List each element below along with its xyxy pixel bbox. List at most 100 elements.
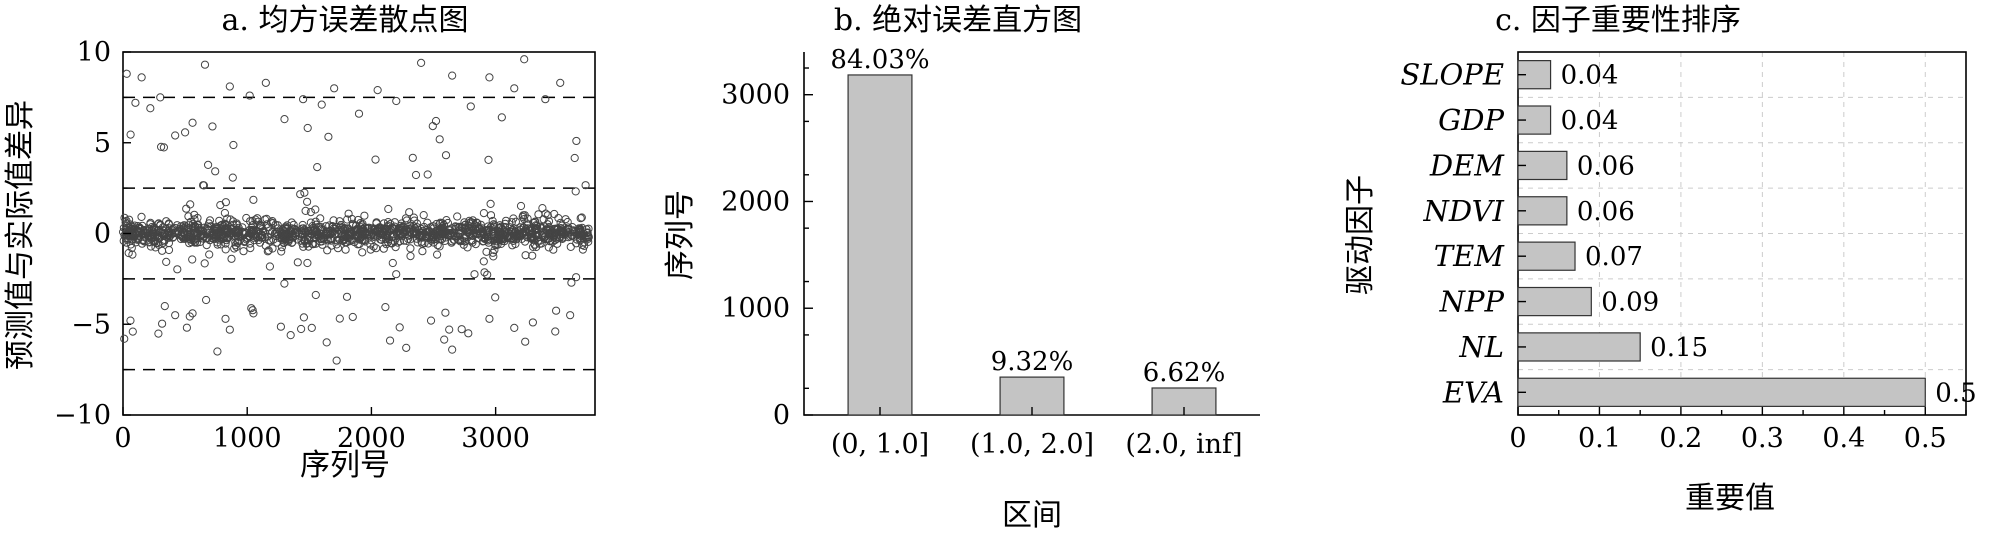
- data-point: [277, 231, 286, 240]
- data-point: [534, 210, 543, 219]
- data-point: [330, 84, 339, 93]
- data-point: [578, 245, 588, 254]
- factor-label: NPP: [1439, 285, 1505, 319]
- data-point: [171, 131, 180, 140]
- data-point: [419, 211, 428, 220]
- data-point: [509, 232, 518, 241]
- data-point: [553, 234, 562, 243]
- panel-b-bar: b. 绝对误差直方图 0 1000 2000 3000 84.03% (0, 1.0] 9…: [663, 3, 1260, 533]
- data-point: [197, 231, 206, 241]
- data-point: [558, 226, 567, 235]
- data-point: [397, 223, 406, 232]
- data-point: [572, 136, 581, 146]
- data-point: [492, 235, 501, 244]
- data-point: [514, 231, 523, 240]
- data-point: [544, 217, 554, 226]
- data-point: [303, 258, 312, 268]
- data-point: [485, 314, 494, 323]
- data-point: [571, 187, 580, 196]
- data-point: [411, 170, 421, 180]
- data-point: [360, 211, 369, 220]
- data-point: [146, 104, 155, 113]
- data-point: [213, 347, 222, 356]
- data-point: [529, 233, 539, 242]
- data-point: [176, 234, 186, 244]
- panel-b-title: b. 绝对误差直方图: [834, 3, 1082, 38]
- data-point: [288, 233, 297, 242]
- data-point: [572, 273, 581, 282]
- data-point: [428, 232, 438, 242]
- data-point: [488, 216, 497, 226]
- data-point: [263, 247, 272, 256]
- data-point: [264, 236, 274, 245]
- data-point: [213, 229, 222, 238]
- data-point: [317, 100, 326, 109]
- data-point: [138, 229, 147, 238]
- data-point: [290, 228, 300, 237]
- panel-a-title: a. 均方误差散点图: [222, 3, 469, 38]
- data-point: [335, 314, 344, 323]
- data-point: [268, 244, 277, 253]
- data-point: [308, 239, 317, 249]
- data-point: [311, 205, 320, 214]
- data-point: [375, 231, 384, 240]
- bar-value-label: 0.06: [1577, 197, 1635, 227]
- data-point: [154, 231, 163, 240]
- data-point: [479, 228, 488, 237]
- data-point: [489, 252, 498, 261]
- data-point: [287, 218, 296, 227]
- bar-value-label: 0.09: [1601, 288, 1659, 318]
- data-point: [354, 109, 364, 118]
- data-point: [370, 224, 379, 233]
- bar-value-label: 0.06: [1577, 151, 1635, 181]
- data-point: [343, 215, 352, 224]
- data-point: [532, 242, 541, 252]
- data-point: [329, 228, 338, 237]
- data-point: [200, 259, 209, 268]
- y-tick-label: 5: [94, 128, 111, 159]
- data-point: [299, 313, 308, 322]
- factor-label: NDVI: [1422, 194, 1504, 228]
- data-point: [157, 142, 166, 151]
- data-point: [332, 240, 341, 249]
- data-point: [253, 214, 262, 223]
- factor-label: NL: [1458, 330, 1504, 364]
- data-point: [146, 242, 155, 251]
- data-point: [223, 234, 232, 243]
- y-tick-label: 0: [773, 400, 790, 431]
- data-point: [171, 311, 180, 320]
- x-tick-label: 0.1: [1578, 423, 1621, 454]
- data-point: [371, 155, 380, 164]
- data-point: [342, 292, 352, 301]
- data-point: [323, 246, 332, 255]
- data-point: [182, 204, 191, 213]
- data-point: [122, 69, 131, 78]
- data-point: [483, 270, 492, 279]
- panel-c-x-label: 重要值: [1685, 481, 1775, 516]
- data-point: [131, 98, 140, 107]
- data-point: [283, 221, 292, 230]
- data-point: [208, 122, 217, 131]
- x-tick-label: 0.3: [1741, 423, 1784, 454]
- data-point: [165, 229, 174, 238]
- data-point: [228, 220, 237, 229]
- data-point: [584, 224, 593, 233]
- data-point: [184, 212, 193, 221]
- data-point: [254, 232, 263, 241]
- data-point: [193, 223, 202, 232]
- data-point: [373, 86, 382, 95]
- data-point: [568, 223, 577, 232]
- data-point: [485, 73, 494, 82]
- x-tick-label: 1000: [213, 423, 282, 454]
- data-point: [332, 356, 341, 365]
- data-point: [249, 227, 258, 236]
- data-point: [472, 218, 481, 227]
- data-point: [528, 235, 537, 244]
- data-point: [463, 243, 472, 252]
- data-point: [164, 219, 173, 228]
- x-tick-label: 0: [114, 423, 131, 454]
- data-point: [149, 229, 159, 238]
- data-point: [556, 78, 565, 87]
- x-tick-label: 3000: [461, 423, 530, 454]
- data-point: [437, 235, 447, 244]
